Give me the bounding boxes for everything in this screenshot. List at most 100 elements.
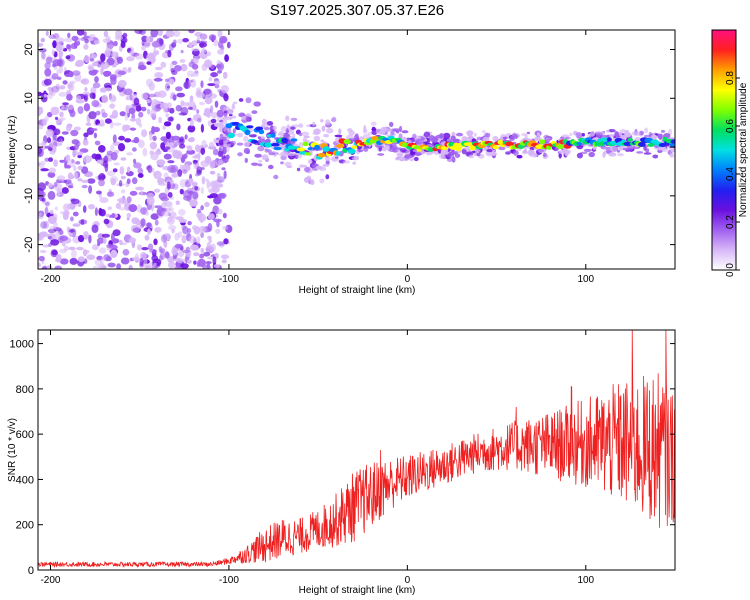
spectrogram-cell <box>208 77 213 82</box>
spectrogram-cell <box>44 206 49 215</box>
spectrogram-cell <box>163 153 172 160</box>
spectrogram-cell <box>38 182 46 191</box>
spectrogram-cell <box>149 132 153 141</box>
spectrogram-cell <box>76 246 84 251</box>
spectrogram-cell <box>569 132 573 137</box>
spectrogram-cell <box>378 145 385 149</box>
spectrogram-cell <box>177 169 183 177</box>
snr-xtick-label: 100 <box>577 575 594 586</box>
spectrogram-cell <box>313 135 321 142</box>
spectrogram-cell <box>581 133 585 137</box>
spectrogram-cell <box>200 123 204 133</box>
spectrogram-cell <box>187 125 196 133</box>
spectrogram-ridge-cell <box>343 139 351 145</box>
spectrogram-cell <box>193 252 200 257</box>
spectrogram-cell <box>51 85 60 93</box>
spectrogram-cell <box>222 225 229 231</box>
spectrogram-cell <box>59 85 66 90</box>
spectrogram-cell <box>222 157 229 163</box>
spectrogram-cell <box>203 112 208 116</box>
spectrogram-cell <box>162 200 167 205</box>
spectrogram-cell <box>251 162 259 166</box>
spectrogram-cell <box>392 144 398 151</box>
colorbar-tick-label: 0.6 <box>725 119 736 133</box>
spectrogram-cell <box>39 231 48 238</box>
spectrogram-cell <box>210 112 219 119</box>
spectrogram-cell <box>45 56 53 64</box>
spectrogram-cell <box>205 51 212 57</box>
colorbar-ticks: 0.0 0.2 0.4 0.6 0.8 <box>725 71 740 277</box>
spectrogram-cell <box>126 152 133 156</box>
spectrogram-cell <box>167 49 172 58</box>
spectrogram-cell <box>197 152 201 161</box>
spectrogram-cell <box>218 194 226 200</box>
spectrogram-cell <box>224 54 230 62</box>
spectrogram-cell <box>162 125 166 130</box>
spectrogram-cell <box>228 116 233 120</box>
spectrogram-cell <box>398 133 403 140</box>
spectrogram-ridge <box>225 121 675 160</box>
spectrogram-cell <box>38 106 44 115</box>
spectrogram-cell <box>303 135 310 139</box>
spectrogram-cell <box>69 109 76 118</box>
spectrogram-cell <box>196 166 203 174</box>
spectrogram-cell <box>463 147 471 150</box>
spectrogram-cell <box>652 154 659 159</box>
spectrogram-cell <box>204 88 213 98</box>
spectrogram-cell <box>320 139 325 143</box>
spectrogram-cell <box>77 154 83 159</box>
spectrogram-cell <box>218 139 225 146</box>
spectrogram-cell <box>41 197 46 202</box>
spectrogram-cell <box>124 88 133 96</box>
spectrogram-cell <box>140 190 144 196</box>
spectrogram-cell <box>215 64 222 69</box>
spectrogram-cell <box>194 186 199 191</box>
spectrogram-cell <box>70 216 74 222</box>
spectrogram-cell <box>122 249 130 256</box>
spectrogram-cell <box>83 95 88 101</box>
spectrogram-cell <box>241 115 246 121</box>
spectrogram-cell <box>215 228 221 234</box>
spectrogram-cell <box>169 63 174 70</box>
spectrogram-cell <box>45 202 50 207</box>
spectrogram-cell <box>165 30 175 38</box>
spectrogram-cell <box>144 234 150 241</box>
spectrogram-cell <box>96 159 104 164</box>
spectrogram-cell <box>370 121 377 126</box>
spectrogram-cell <box>75 95 82 103</box>
spectrogram-cell <box>575 132 583 139</box>
spectrogram-cell <box>268 164 274 170</box>
spectrogram-cell <box>167 116 174 122</box>
spectrogram-cell <box>165 82 170 92</box>
spectrogram-cell <box>145 36 150 42</box>
spectrogram-cell <box>66 44 71 50</box>
spectrogram-cell <box>100 257 104 266</box>
spectrogram-ridge-cell <box>290 138 298 142</box>
spectrogram-cell <box>40 168 49 172</box>
spectrogram-cell <box>74 171 78 180</box>
spectrogram-cell <box>238 98 244 102</box>
spectrogram-cell <box>484 146 488 151</box>
spectrogram-cell <box>319 178 325 184</box>
spectrogram-cell <box>180 63 188 72</box>
spectrogram-cell <box>141 247 149 251</box>
spectrogram-cell <box>73 126 81 131</box>
spectrogram-cell <box>375 128 383 135</box>
spectrogram-cell <box>147 93 157 98</box>
spectrogram-cell <box>142 257 148 267</box>
spectrogram-cell <box>70 129 79 137</box>
spectrogram-cell <box>145 53 155 62</box>
spectrogram-cell <box>109 175 119 183</box>
spectrogram-cell <box>325 160 330 165</box>
spectrogram-cell <box>206 261 210 269</box>
spectrogram-cell <box>107 262 116 268</box>
spectrogram-cell <box>113 122 122 126</box>
spectrogram-cell <box>110 151 118 161</box>
spectrogram-ridge-cell <box>264 142 273 148</box>
spectrogram-cell <box>171 70 178 75</box>
spectrogram-cell <box>524 133 528 140</box>
spectrogram-cell <box>139 251 147 260</box>
spectrogram-cell <box>134 253 139 261</box>
spectrogram-cell <box>200 80 204 88</box>
